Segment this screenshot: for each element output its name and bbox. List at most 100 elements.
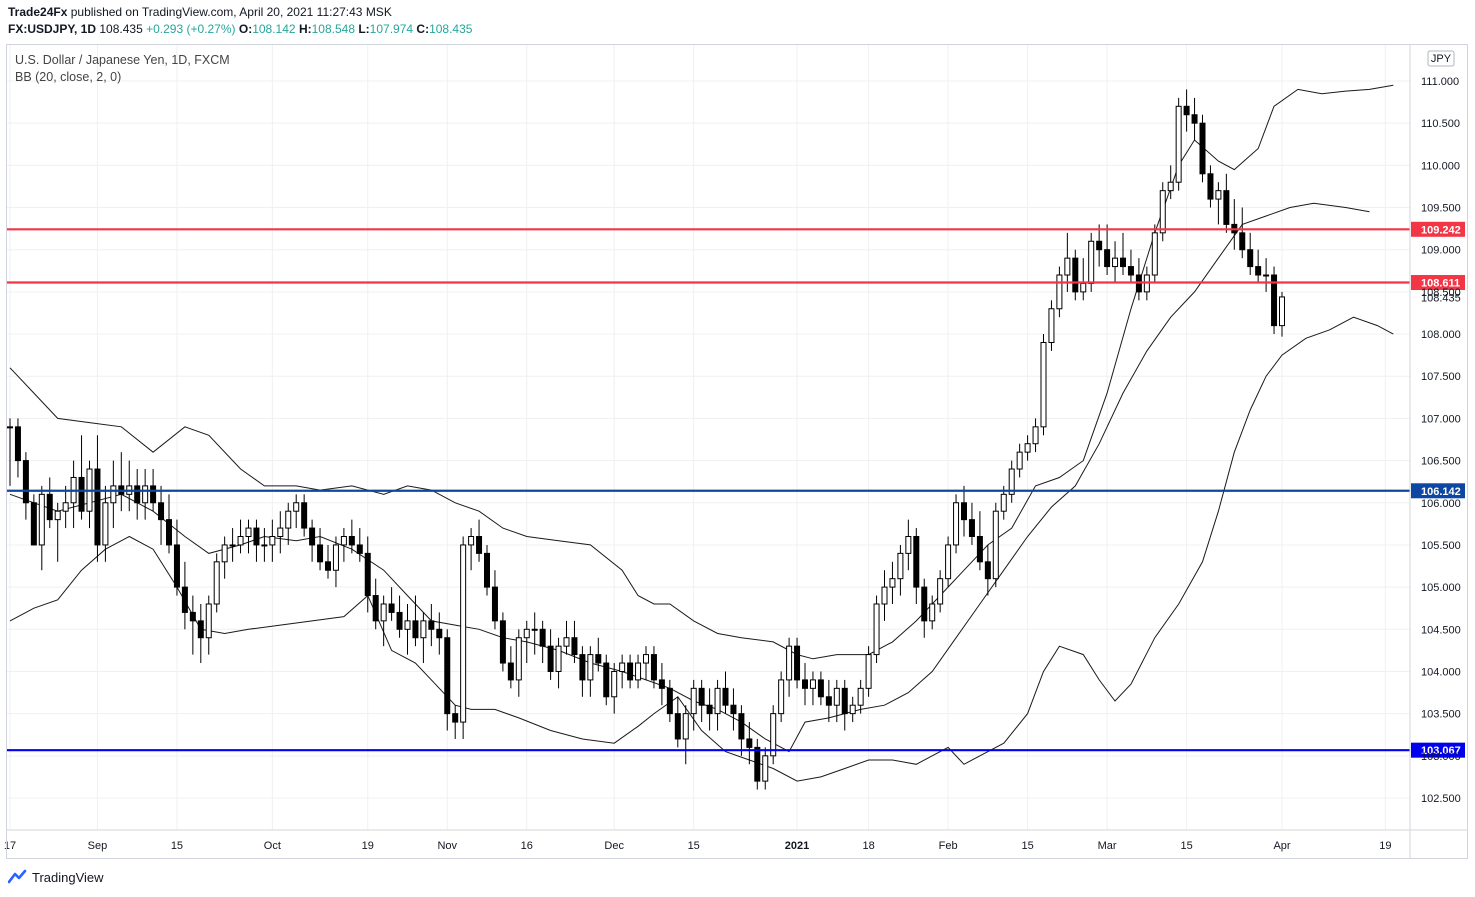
candle-body: [992, 510, 999, 580]
publisher-name: Trade24Fx: [8, 5, 68, 19]
candle-body: [388, 603, 395, 613]
x-tick-label: Sep: [88, 840, 108, 852]
y-tick-label: 105.500: [1421, 540, 1461, 552]
level-tag: [1411, 275, 1465, 291]
y-tick-label: 110.500: [1421, 118, 1460, 130]
candle-body: [897, 552, 904, 580]
candle-body: [78, 476, 85, 512]
candle-body: [285, 510, 292, 529]
candle-body: [1255, 266, 1262, 276]
candle-body: [1223, 190, 1230, 225]
candle-body: [253, 527, 260, 546]
candle-body: [627, 662, 634, 681]
candle-body: [348, 536, 355, 546]
candle-body: [571, 637, 578, 656]
candle-body: [1199, 122, 1206, 175]
x-tick-label: 15: [1180, 840, 1192, 852]
candle-body: [1183, 105, 1190, 116]
y-tick-label: 111.000: [1421, 76, 1459, 88]
instrument-legend: U.S. Dollar / Japanese Yen, 1D, FXCM: [15, 53, 230, 67]
candle-body: [809, 679, 816, 689]
candle-body: [1263, 274, 1270, 277]
candle-body: [698, 687, 705, 706]
bb-upper-line: [9, 84, 1394, 660]
tradingview-logo[interactable]: TradingView: [8, 869, 104, 885]
candle-body: [1112, 257, 1119, 268]
x-tick-label: Feb: [939, 840, 958, 852]
candle-body: [261, 544, 268, 547]
high-label: H:: [298, 22, 312, 36]
candle-body: [1040, 341, 1047, 428]
y-tick-label: 107.500: [1421, 371, 1461, 383]
candle-body: [221, 544, 228, 563]
currency-badge-label: JPY: [1431, 53, 1452, 65]
candle-body: [197, 620, 204, 639]
x-tick-label: 15: [171, 840, 183, 852]
candle-body: [1080, 282, 1087, 293]
indicator-legend[interactable]: BB (20, close, 2, 0): [15, 70, 122, 84]
candle-body: [849, 704, 856, 715]
candle-body: [229, 544, 236, 547]
candle-body: [1032, 426, 1039, 445]
x-tick-label: Dec: [604, 840, 624, 852]
y-tick-label: 103.000: [1421, 751, 1461, 763]
candle-body: [189, 611, 196, 622]
candle-body: [945, 544, 952, 580]
candle-body: [754, 746, 761, 782]
candle-body: [110, 485, 117, 504]
candle-body: [762, 755, 769, 782]
y-tick-label: 109.000: [1421, 245, 1461, 257]
candle-body: [468, 536, 475, 546]
horizontal-levels: 109.242 108.611 106.142 103.067 108.435: [7, 221, 1465, 758]
x-tick-label: 15: [1021, 840, 1033, 852]
candle-body: [325, 561, 331, 571]
candle-body: [46, 493, 53, 521]
candle-body: [205, 603, 212, 639]
y-tick-label: 103.500: [1421, 709, 1461, 721]
candle-body: [22, 460, 29, 504]
candle-body: [158, 502, 165, 521]
candle-body: [7, 426, 13, 429]
candle-body: [515, 637, 522, 681]
x-tick-label: 2021: [785, 840, 809, 852]
y-tick-label: 107.000: [1421, 413, 1461, 425]
x-tick-label: Oct: [264, 840, 281, 852]
candle-body: [269, 536, 276, 546]
candle-body: [587, 654, 594, 681]
candle-body: [817, 679, 824, 698]
candle-body: [802, 679, 808, 689]
candle-body: [412, 620, 419, 639]
candle-body: [833, 687, 840, 706]
candle-body: [706, 704, 713, 715]
candle-body: [62, 502, 69, 512]
x-tick-label: 19: [362, 840, 374, 852]
low-value: 107.974: [369, 22, 414, 36]
y-tick-label: 104.500: [1421, 624, 1461, 636]
candle-body: [666, 687, 673, 715]
x-tick-label: Apr: [1273, 840, 1290, 852]
candle-body: [213, 561, 220, 605]
candle-body: [102, 502, 109, 546]
candle-body: [444, 637, 451, 715]
candle-body: [531, 628, 538, 631]
candle-body: [1167, 181, 1174, 192]
candle-body: [857, 687, 864, 706]
level-tag-label: 109.242: [1421, 224, 1461, 236]
level-tag: [1411, 483, 1465, 499]
x-tick-label: Mar: [1098, 840, 1117, 852]
candle-body: [372, 595, 379, 622]
bollinger-bands: [9, 84, 1394, 782]
candle-body: [722, 687, 729, 706]
candle-body: [38, 493, 45, 546]
candle-body: [674, 713, 681, 740]
candle-body: [150, 485, 157, 504]
candle-body: [1159, 190, 1166, 234]
candle-body: [1151, 232, 1158, 276]
time-axis: 17 Sep 15 Oct 19 Nov 16 Dec 15 2021 18 Feb 15 Mar 15 Ap…: [4, 829, 1468, 852]
candle-body: [1207, 173, 1214, 200]
candle-body: [420, 620, 427, 639]
candle-body: [1279, 296, 1285, 327]
candle-body: [650, 654, 657, 681]
candle-body: [555, 645, 562, 672]
